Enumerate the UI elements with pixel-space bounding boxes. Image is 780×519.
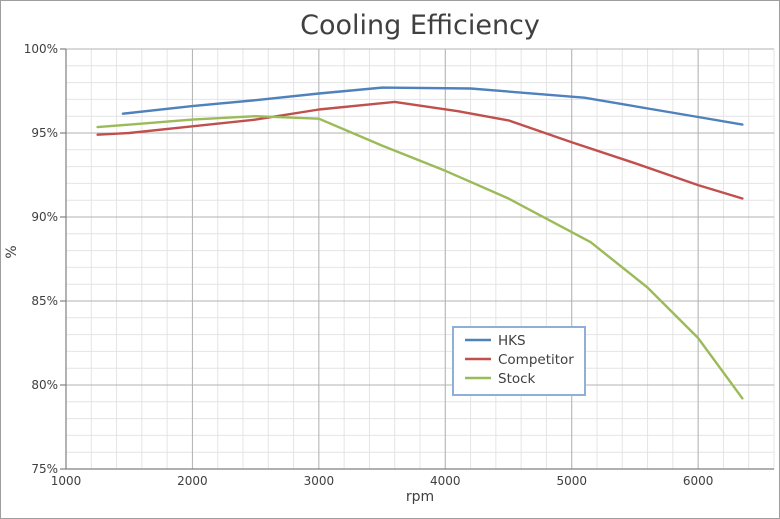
legend-label-competitor: Competitor bbox=[498, 352, 574, 368]
x-tick-label: 2000 bbox=[177, 474, 208, 488]
tick-labels: 75% 80% 85% 90% 95% 100% 1000 2000 3000 4000 5000 6… bbox=[24, 42, 714, 488]
chart-title: Cooling Efficiency bbox=[300, 10, 540, 41]
legend-label-hks: HKS bbox=[498, 333, 526, 349]
x-tick-label: 4000 bbox=[430, 474, 461, 488]
y-tick-label: 75% bbox=[31, 462, 58, 476]
series-line-stock bbox=[96, 114, 744, 400]
axes bbox=[60, 48, 774, 470]
y-tick-label: 90% bbox=[31, 210, 58, 224]
x-tick-label: 3000 bbox=[304, 474, 335, 488]
x-tick-label: 6000 bbox=[683, 474, 714, 488]
y-tick-label: 80% bbox=[31, 378, 58, 392]
y-tick-label: 95% bbox=[31, 126, 58, 140]
x-tick-label: 5000 bbox=[556, 474, 587, 488]
x-axis-label: rpm bbox=[406, 489, 434, 505]
series-line-hks bbox=[121, 86, 744, 126]
y-tick-label: 85% bbox=[31, 294, 58, 308]
y-axis-label: % bbox=[4, 245, 20, 258]
legend-box bbox=[452, 326, 586, 396]
data-series bbox=[96, 86, 744, 400]
legend: HKS Competitor Stock bbox=[452, 326, 586, 396]
legend-label-stock: Stock bbox=[498, 371, 536, 387]
y-tick-label: 100% bbox=[24, 42, 58, 56]
series-line-competitor bbox=[96, 100, 744, 200]
x-tick-label: 1000 bbox=[51, 474, 82, 488]
